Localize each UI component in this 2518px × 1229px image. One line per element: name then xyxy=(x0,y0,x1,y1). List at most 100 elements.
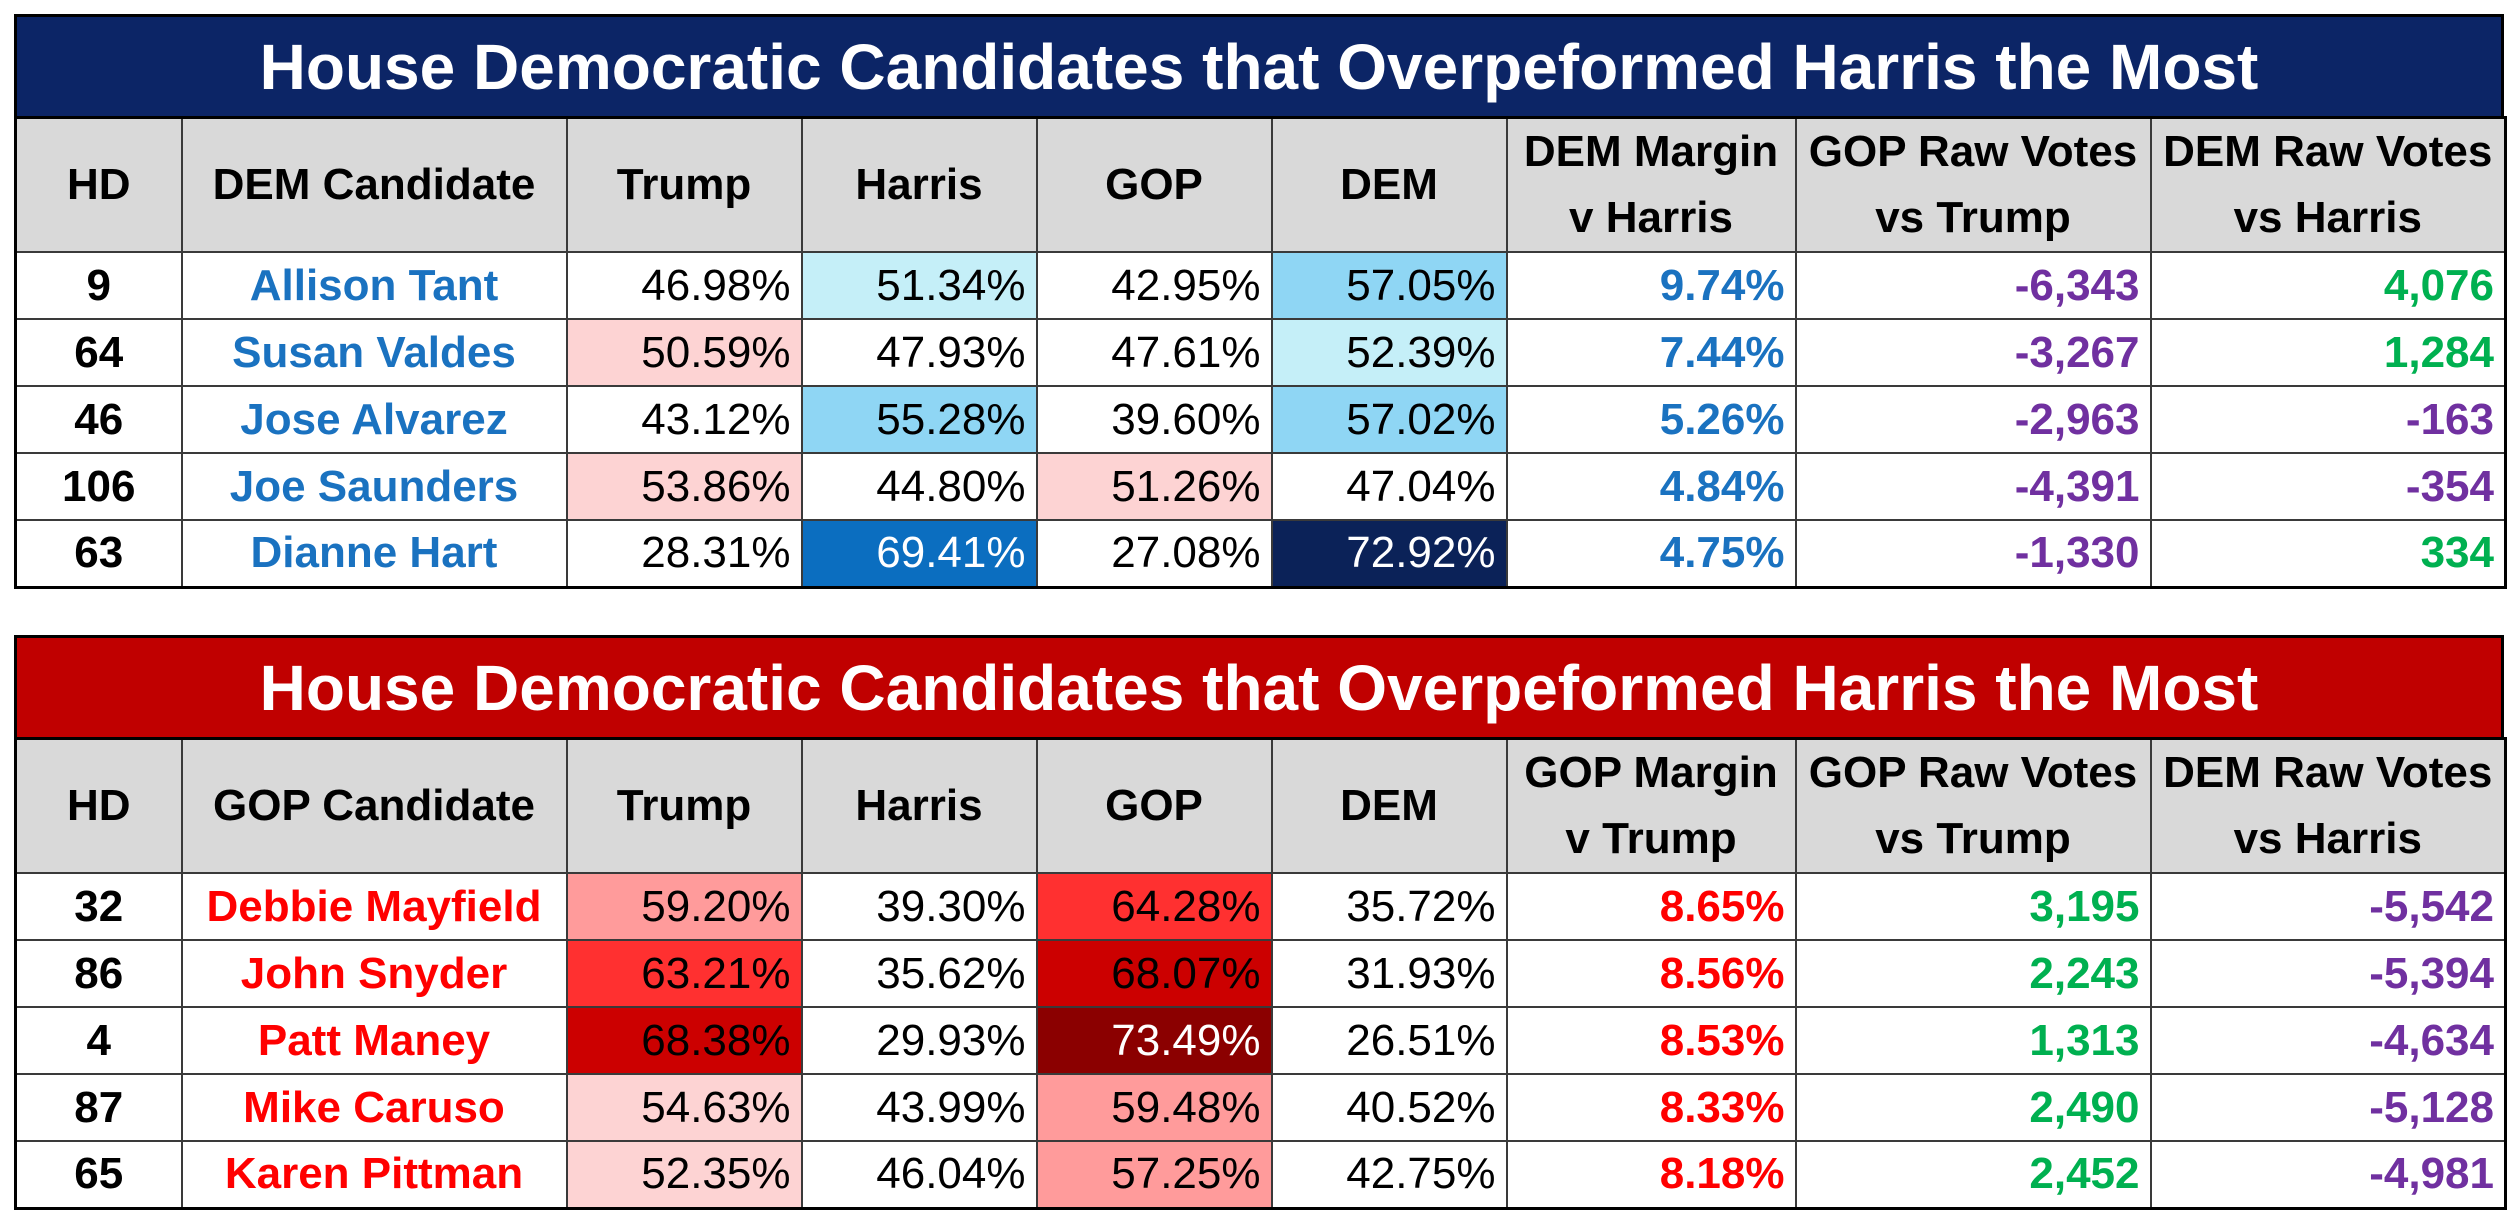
table-row: 86 John Snyder 63.21% 35.62% 68.07% 31.93% 8.5… xyxy=(14,939,2507,1008)
trump-pct-cell: 46.98% xyxy=(565,251,803,320)
candidate-cell: Debbie Mayfield xyxy=(180,872,568,941)
column-header-candidate: DEM Candidate xyxy=(180,116,568,253)
gop-raw-votes-cell: 2,243 xyxy=(1794,939,2152,1008)
dem-pct-cell: 72.92% xyxy=(1270,519,1508,588)
hd-cell: 87 xyxy=(14,1073,183,1142)
trump-pct-cell: 53.86% xyxy=(565,452,803,521)
gop-pct-cell: 59.48% xyxy=(1035,1073,1273,1142)
trump-pct-cell: 52.35% xyxy=(565,1140,803,1209)
panel-title: House Democratic Candidates that Overpef… xyxy=(14,635,2504,737)
candidate-cell: Jose Alvarez xyxy=(180,385,568,454)
gop-raw-votes-cell: 1,313 xyxy=(1794,1006,2152,1075)
gop-pct-cell: 27.08% xyxy=(1035,519,1273,588)
trump-pct-cell: 68.38% xyxy=(565,1006,803,1075)
table-row: 87 Mike Caruso 54.63% 43.99% 59.48% 40.52% 8.3… xyxy=(14,1073,2507,1142)
table-row: 9 Allison Tant 46.98% 51.34% 42.95% 57.05% 9.7… xyxy=(14,251,2507,320)
dem-raw-votes-cell: -354 xyxy=(2149,452,2507,521)
column-header-harris: Harris xyxy=(800,116,1038,253)
dem-raw-votes-cell: 4,076 xyxy=(2149,251,2507,320)
hd-cell: 86 xyxy=(14,939,183,1008)
gop-raw-votes-cell: -3,267 xyxy=(1794,318,2152,387)
harris-pct-cell: 51.34% xyxy=(800,251,1038,320)
candidate-cell: Allison Tant xyxy=(180,251,568,320)
header-row: HD DEM Candidate Trump Harris GOP DEM DE… xyxy=(14,116,2507,253)
margin-cell: 7.44% xyxy=(1505,318,1797,387)
table-row: 63 Dianne Hart 28.31% 69.41% 27.08% 72.92% 4.7… xyxy=(14,519,2507,588)
dem-raw-votes-cell: 1,284 xyxy=(2149,318,2507,387)
column-header-gop-raw: GOP Raw Votes vs Trump xyxy=(1794,116,2152,253)
header-row: HD GOP Candidate Trump Harris GOP DEM GO… xyxy=(14,737,2507,874)
gop-raw-votes-cell: -2,963 xyxy=(1794,385,2152,454)
dem-raw-votes-cell: 334 xyxy=(2149,519,2507,588)
hd-cell: 63 xyxy=(14,519,183,588)
candidate-cell: Dianne Hart xyxy=(180,519,568,588)
margin-cell: 8.18% xyxy=(1505,1140,1797,1209)
gop-raw-votes-cell: -4,391 xyxy=(1794,452,2152,521)
trump-pct-cell: 28.31% xyxy=(565,519,803,588)
dem-raw-votes-cell: -4,981 xyxy=(2149,1140,2507,1209)
candidate-cell: John Snyder xyxy=(180,939,568,1008)
harris-pct-cell: 29.93% xyxy=(800,1006,1038,1075)
margin-cell: 8.65% xyxy=(1505,872,1797,941)
table-row: 65 Karen Pittman 52.35% 46.04% 57.25% 42.75% 8… xyxy=(14,1140,2507,1209)
column-header-gop: GOP xyxy=(1035,737,1273,874)
harris-pct-cell: 39.30% xyxy=(800,872,1038,941)
column-header-gop-raw: GOP Raw Votes vs Trump xyxy=(1794,737,2152,874)
column-header-hd: HD xyxy=(14,116,183,253)
gop-pct-cell: 42.95% xyxy=(1035,251,1273,320)
dem-overperformers-panel: House Democratic Candidates that Overpef… xyxy=(14,14,2507,589)
dem-raw-votes-cell: -5,128 xyxy=(2149,1073,2507,1142)
gop-raw-votes-cell: 3,195 xyxy=(1794,872,2152,941)
gop-raw-votes-cell: 2,490 xyxy=(1794,1073,2152,1142)
dem-pct-cell: 31.93% xyxy=(1270,939,1508,1008)
dem-pct-cell: 52.39% xyxy=(1270,318,1508,387)
dem-pct-cell: 47.04% xyxy=(1270,452,1508,521)
harris-pct-cell: 43.99% xyxy=(800,1073,1038,1142)
dem-pct-cell: 40.52% xyxy=(1270,1073,1508,1142)
table-row: 32 Debbie Mayfield 59.20% 39.30% 64.28% 35.72… xyxy=(14,872,2507,941)
gop-pct-cell: 39.60% xyxy=(1035,385,1273,454)
gop-pct-cell: 73.49% xyxy=(1035,1006,1273,1075)
trump-pct-cell: 43.12% xyxy=(565,385,803,454)
column-header-candidate: GOP Candidate xyxy=(180,737,568,874)
panel-title: House Democratic Candidates that Overpef… xyxy=(14,14,2504,116)
candidate-cell: Karen Pittman xyxy=(180,1140,568,1209)
trump-pct-cell: 63.21% xyxy=(565,939,803,1008)
column-header-harris: Harris xyxy=(800,737,1038,874)
table-row: 46 Jose Alvarez 43.12% 55.28% 39.60% 57.02% 5.… xyxy=(14,385,2507,454)
candidate-cell: Patt Maney xyxy=(180,1006,568,1075)
column-header-trump: Trump xyxy=(565,737,803,874)
hd-cell: 32 xyxy=(14,872,183,941)
gop-pct-cell: 51.26% xyxy=(1035,452,1273,521)
table-row: 64 Susan Valdes 50.59% 47.93% 47.61% 52.39% 7.… xyxy=(14,318,2507,387)
dem-pct-cell: 26.51% xyxy=(1270,1006,1508,1075)
gop-pct-cell: 47.61% xyxy=(1035,318,1273,387)
hd-cell: 106 xyxy=(14,452,183,521)
harris-pct-cell: 44.80% xyxy=(800,452,1038,521)
gop-overperformers-table: HD GOP Candidate Trump Harris GOP DEM GO… xyxy=(14,737,2507,1210)
candidate-cell: Joe Saunders xyxy=(180,452,568,521)
harris-pct-cell: 69.41% xyxy=(800,519,1038,588)
dem-raw-votes-cell: -163 xyxy=(2149,385,2507,454)
candidate-cell: Mike Caruso xyxy=(180,1073,568,1142)
dem-raw-votes-cell: -5,394 xyxy=(2149,939,2507,1008)
harris-pct-cell: 46.04% xyxy=(800,1140,1038,1209)
harris-pct-cell: 47.93% xyxy=(800,318,1038,387)
column-header-dem-raw: DEM Raw Votes vs Harris xyxy=(2149,737,2507,874)
gop-raw-votes-cell: -1,330 xyxy=(1794,519,2152,588)
hd-cell: 65 xyxy=(14,1140,183,1209)
dem-overperformers-table: HD DEM Candidate Trump Harris GOP DEM DE… xyxy=(14,116,2507,589)
dem-pct-cell: 57.05% xyxy=(1270,251,1508,320)
gop-raw-votes-cell: -6,343 xyxy=(1794,251,2152,320)
dem-raw-votes-cell: -4,634 xyxy=(2149,1006,2507,1075)
margin-cell: 9.74% xyxy=(1505,251,1797,320)
dem-raw-votes-cell: -5,542 xyxy=(2149,872,2507,941)
hd-cell: 9 xyxy=(14,251,183,320)
table-row: 4 Patt Maney 68.38% 29.93% 73.49% 26.51% 8.53%… xyxy=(14,1006,2507,1075)
dem-pct-cell: 42.75% xyxy=(1270,1140,1508,1209)
gop-pct-cell: 64.28% xyxy=(1035,872,1273,941)
dem-pct-cell: 35.72% xyxy=(1270,872,1508,941)
column-header-dem: DEM xyxy=(1270,116,1508,253)
dem-pct-cell: 57.02% xyxy=(1270,385,1508,454)
gop-overperformers-panel: House Democratic Candidates that Overpef… xyxy=(14,635,2507,1210)
